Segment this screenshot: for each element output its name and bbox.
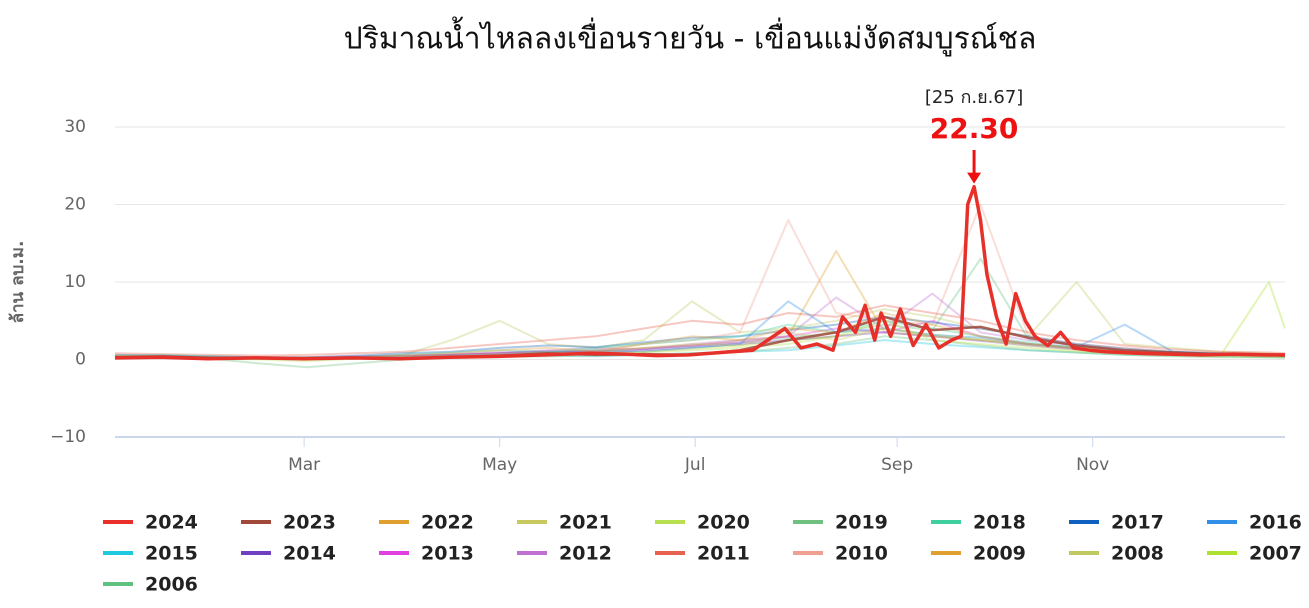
series-line [114,250,1286,359]
series-line [114,184,1285,361]
y-tick-label: 20 [64,195,86,215]
x-tick-label: May [482,455,517,475]
legend-label: 2006 [145,574,198,596]
legend-label: 2009 [973,543,1026,565]
legend-label: 2017 [1111,512,1164,534]
legend-label: 2018 [973,512,1026,534]
y-tick-label: 30 [64,117,86,137]
legend-label: 2015 [145,543,198,565]
legend-label: 2013 [421,543,474,565]
x-tick-label: Nov [1076,455,1109,475]
legend-label: 2012 [559,543,612,565]
y-tick-label: −10 [50,427,86,447]
legend-label: 2024 [145,512,198,534]
annotation-label: 22.30 [930,112,1019,145]
x-tick-label: Sep [881,455,913,475]
annotation-arrowhead [967,172,982,184]
legend-label: 2020 [697,512,750,534]
x-tick-label: Mar [288,455,320,475]
legend-label: 2014 [283,543,336,565]
annotation-date: [25 ก.ย.67] [925,87,1023,108]
legend-label: 2019 [835,512,888,534]
y-tick-label: 10 [64,272,86,292]
legend-label: 2007 [1249,543,1302,565]
legend-label: 2016 [1249,512,1302,534]
legend-label: 2011 [697,543,750,565]
y-tick-label: 0 [75,350,86,370]
legend-label: 2023 [283,512,336,534]
legend-label: 2021 [559,512,612,534]
series-line [114,304,1286,357]
chart-title: ปริมาณน้ำไหลลงเขื่อนรายวัน - เขื่อนแม่งั… [344,17,1037,57]
legend-label: 2008 [1111,543,1164,565]
y-axis-label: ล้าน ลบ.ม. [8,241,28,324]
x-tick-label: Jul [684,455,706,475]
legend-label: 2022 [421,512,474,534]
legend-label: 2010 [835,543,888,565]
